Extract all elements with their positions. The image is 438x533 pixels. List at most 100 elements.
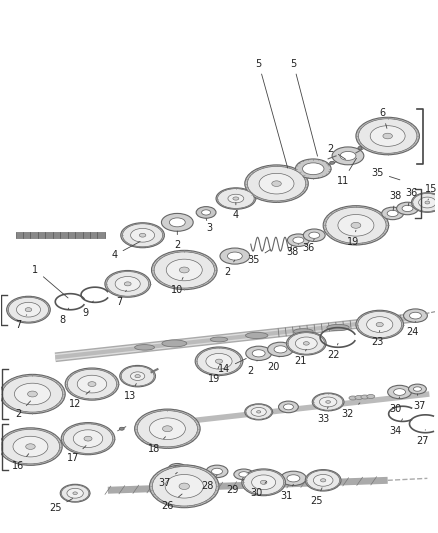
Ellipse shape [288, 333, 325, 354]
Ellipse shape [107, 271, 148, 296]
Ellipse shape [206, 465, 228, 478]
Ellipse shape [257, 471, 276, 482]
Ellipse shape [309, 232, 320, 238]
Ellipse shape [304, 342, 309, 345]
Ellipse shape [25, 308, 32, 312]
Ellipse shape [134, 345, 155, 350]
Text: 35: 35 [371, 168, 400, 180]
Text: 8: 8 [59, 308, 69, 325]
Text: 35: 35 [247, 249, 270, 265]
Ellipse shape [402, 205, 413, 212]
Ellipse shape [394, 389, 406, 395]
Text: 18: 18 [148, 437, 166, 454]
Ellipse shape [303, 163, 324, 175]
Ellipse shape [60, 484, 90, 502]
Ellipse shape [419, 197, 436, 208]
Ellipse shape [123, 224, 162, 247]
Ellipse shape [168, 464, 186, 473]
Text: 7: 7 [15, 315, 27, 329]
Ellipse shape [218, 189, 254, 208]
Text: 15: 15 [425, 183, 438, 200]
Ellipse shape [251, 407, 266, 416]
Text: 30: 30 [251, 481, 267, 498]
Ellipse shape [388, 385, 411, 399]
Ellipse shape [358, 119, 417, 154]
Ellipse shape [410, 312, 421, 319]
Ellipse shape [295, 159, 331, 179]
Text: 5: 5 [255, 59, 288, 168]
Ellipse shape [179, 483, 190, 489]
Ellipse shape [121, 366, 154, 386]
Text: 37: 37 [158, 472, 177, 488]
Text: 2: 2 [247, 361, 257, 376]
Ellipse shape [403, 309, 427, 322]
Text: 21: 21 [294, 349, 307, 366]
Ellipse shape [252, 350, 265, 357]
Ellipse shape [162, 213, 193, 231]
Ellipse shape [73, 430, 103, 448]
Ellipse shape [251, 475, 276, 490]
Ellipse shape [137, 410, 198, 447]
Ellipse shape [234, 469, 254, 480]
Ellipse shape [152, 251, 217, 289]
Ellipse shape [162, 426, 172, 432]
Text: 36: 36 [405, 188, 417, 206]
Ellipse shape [162, 340, 187, 347]
Ellipse shape [349, 396, 357, 400]
Text: 9: 9 [82, 301, 93, 318]
Text: 24: 24 [406, 321, 419, 337]
Ellipse shape [321, 479, 326, 482]
Ellipse shape [13, 437, 48, 457]
Ellipse shape [0, 374, 65, 414]
Ellipse shape [295, 337, 317, 350]
Ellipse shape [261, 474, 272, 479]
Ellipse shape [131, 228, 155, 242]
Ellipse shape [239, 472, 249, 477]
Ellipse shape [355, 395, 363, 399]
Ellipse shape [215, 359, 223, 364]
Text: 2: 2 [224, 260, 235, 277]
Ellipse shape [120, 366, 155, 387]
Ellipse shape [166, 259, 202, 281]
Ellipse shape [246, 333, 268, 338]
Ellipse shape [61, 423, 115, 455]
Ellipse shape [121, 223, 164, 248]
Ellipse shape [293, 237, 304, 244]
Ellipse shape [84, 436, 92, 441]
Ellipse shape [356, 310, 403, 339]
Text: 33: 33 [317, 407, 329, 424]
Text: 16: 16 [12, 454, 29, 471]
Text: 27: 27 [416, 430, 429, 446]
Ellipse shape [67, 488, 83, 498]
Ellipse shape [257, 410, 261, 413]
Text: 22: 22 [327, 343, 339, 360]
Ellipse shape [280, 471, 306, 486]
Ellipse shape [170, 218, 185, 227]
Text: 36: 36 [302, 239, 314, 253]
Ellipse shape [413, 387, 421, 391]
Text: 4: 4 [233, 203, 239, 221]
Ellipse shape [367, 317, 393, 333]
Ellipse shape [7, 296, 50, 323]
Ellipse shape [228, 194, 244, 203]
Text: 4: 4 [112, 241, 140, 260]
Ellipse shape [287, 475, 300, 482]
Ellipse shape [283, 404, 293, 410]
Ellipse shape [242, 469, 286, 496]
Text: 23: 23 [371, 330, 384, 348]
Ellipse shape [279, 401, 298, 413]
Ellipse shape [149, 418, 185, 440]
Text: 37: 37 [413, 394, 426, 411]
Ellipse shape [165, 474, 203, 498]
Ellipse shape [26, 444, 35, 449]
Ellipse shape [210, 337, 228, 342]
Ellipse shape [206, 353, 232, 369]
Ellipse shape [0, 428, 62, 465]
Text: 17: 17 [67, 446, 86, 464]
Ellipse shape [293, 329, 313, 334]
Ellipse shape [259, 173, 294, 194]
Ellipse shape [274, 346, 287, 353]
Ellipse shape [17, 302, 40, 317]
Ellipse shape [330, 161, 335, 164]
Ellipse shape [327, 325, 349, 330]
